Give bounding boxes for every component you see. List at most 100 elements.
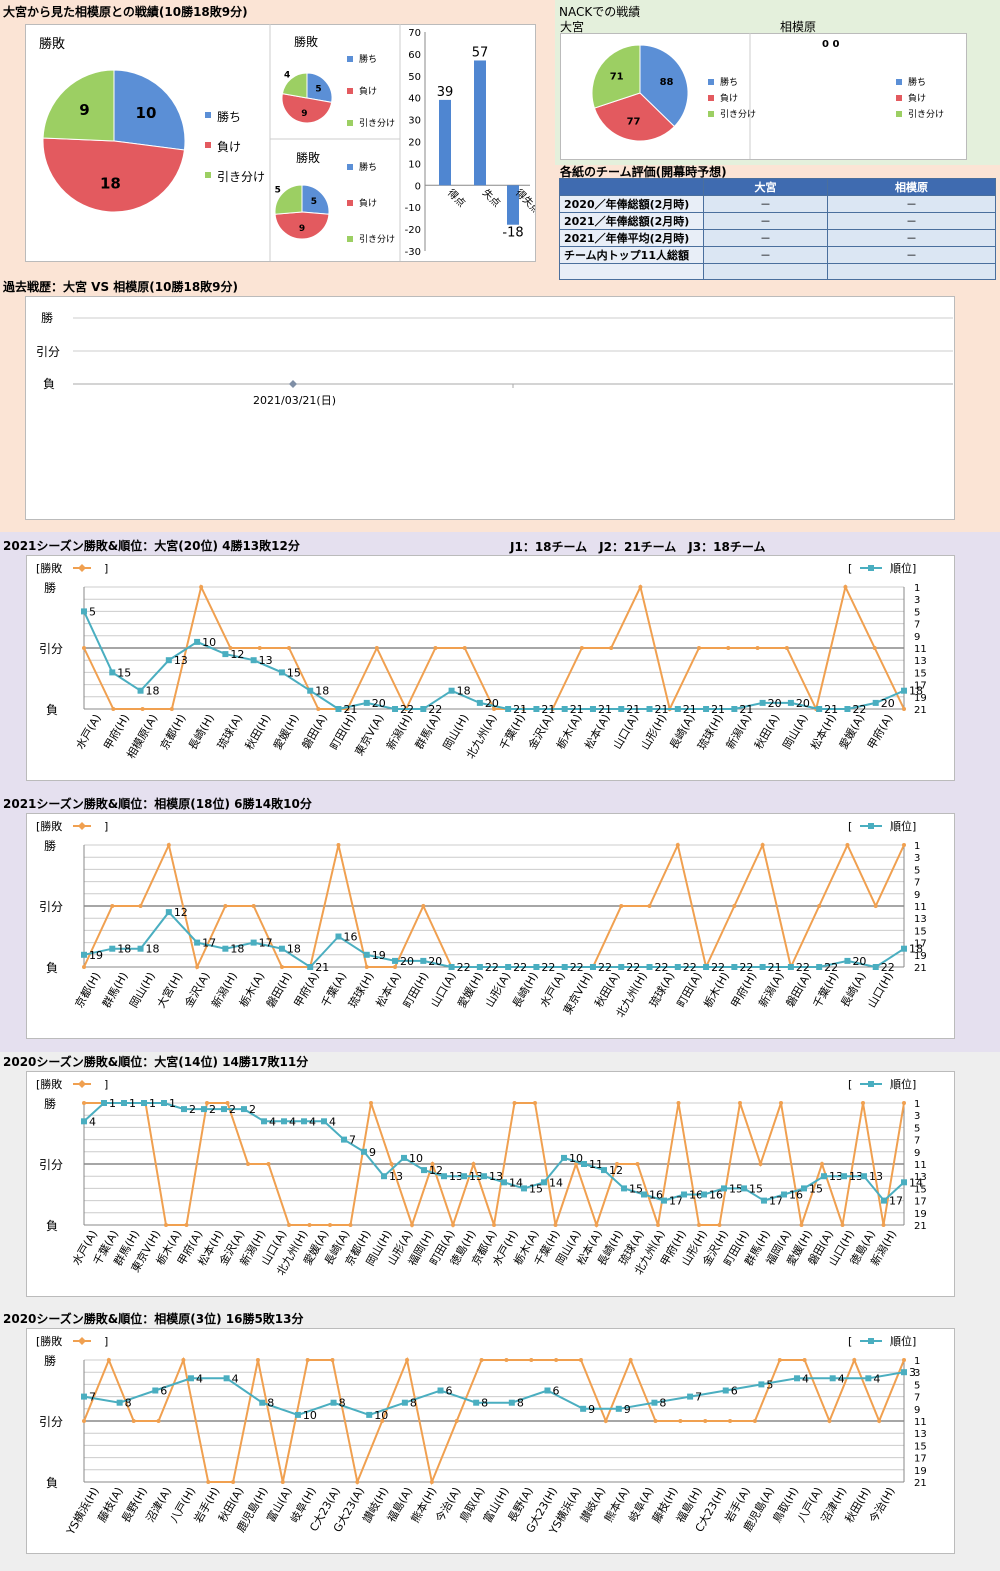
rank-line xyxy=(83,1371,905,1416)
rank-marker xyxy=(261,1118,267,1125)
result-marker xyxy=(553,1223,558,1227)
rank-tick-label: 13 xyxy=(914,1172,927,1183)
rank-marker xyxy=(278,669,285,676)
rank-marker xyxy=(81,608,87,615)
rank-data-label: 22 xyxy=(570,961,584,974)
rank-marker xyxy=(615,1405,622,1412)
goal-tick-label: 70 xyxy=(408,28,421,39)
rank-marker xyxy=(401,1399,408,1406)
rank-data-label: 16 xyxy=(343,931,357,944)
rank-line xyxy=(83,1102,905,1203)
rank-data-label: 21 xyxy=(513,703,527,716)
x-category-label: 愛媛(A) xyxy=(836,712,867,752)
rank-tick-label: 11 xyxy=(914,1160,927,1171)
result-marker xyxy=(492,1223,496,1227)
rank-marker xyxy=(222,945,229,952)
rank-data-label: 2 xyxy=(249,1103,256,1116)
eval-header-blank xyxy=(559,178,704,196)
x-category-label: 水戸(A) xyxy=(73,712,103,752)
rank-tick-label: 11 xyxy=(914,1417,927,1428)
eval-cell: － xyxy=(827,212,996,230)
x-category-label: 群馬(H) xyxy=(99,970,131,1011)
season-chart-title: 2020シーズン勝敗&順位：大宮(14位) 14勝17敗11分 xyxy=(3,1055,309,1069)
rank-marker xyxy=(194,939,201,946)
away-pie: 5 9 5 xyxy=(274,184,330,240)
x-category-label: 琉球(H) xyxy=(345,970,377,1011)
rank-data-label: 17 xyxy=(259,937,273,950)
rank-marker xyxy=(294,1411,301,1418)
rank-data-label: 2 xyxy=(229,1103,236,1116)
legend-swatch xyxy=(896,95,902,101)
rank-marker xyxy=(481,1173,487,1180)
legend-left-label: [勝敗 xyxy=(36,819,62,833)
rank-marker xyxy=(281,1118,287,1125)
rank-marker xyxy=(476,699,483,706)
legend-left-close: ] xyxy=(104,820,108,833)
rank-marker xyxy=(330,1399,337,1406)
rank-marker xyxy=(448,687,455,694)
rank-tick-label: 15 xyxy=(914,668,927,679)
rank-tick-label: 1 xyxy=(914,1356,920,1367)
rank-tick-label: 11 xyxy=(914,902,927,913)
rank-marker xyxy=(121,1100,127,1106)
result-marker xyxy=(389,1162,394,1166)
rank-data-label: 13 xyxy=(389,1170,403,1183)
rank-marker xyxy=(759,699,766,706)
result-marker xyxy=(873,904,878,908)
rank-data-label: 20 xyxy=(852,955,866,968)
legend-left-marker xyxy=(78,1080,86,1088)
x-category-label: 磐田(A) xyxy=(299,712,330,752)
rank-data-label: 13 xyxy=(174,654,188,667)
rank-data-label: 13 xyxy=(469,1170,483,1183)
rank-data-label: 22 xyxy=(655,961,669,974)
legend-swatch xyxy=(896,79,902,85)
rank-marker xyxy=(165,657,172,664)
legend-swatch xyxy=(205,142,211,148)
rank-data-label: 21 xyxy=(768,961,782,974)
result-marker xyxy=(728,1419,733,1423)
rank-marker xyxy=(187,1375,194,1382)
eval-cell: － xyxy=(703,212,828,230)
x-category-label: 町田(H) xyxy=(328,712,359,752)
x-category-label: 秋田(A) xyxy=(751,712,782,752)
result-marker xyxy=(410,1223,414,1227)
result-marker xyxy=(421,904,426,908)
pie-slice-label: 77 xyxy=(627,116,641,127)
rank-data-label: 2 xyxy=(209,1103,216,1116)
x-category-label: YS横浜(H) xyxy=(63,1485,102,1538)
rank-data-label: 8 xyxy=(267,1397,274,1410)
legend-left-label: [勝敗 xyxy=(36,561,62,575)
rank-tick-label: 19 xyxy=(914,693,927,704)
eval-cell: － xyxy=(703,229,828,247)
rank-data-label: 13 xyxy=(259,654,273,667)
rank-data-label: 18 xyxy=(287,943,301,956)
rank-tick-label: 7 xyxy=(914,620,920,631)
rank-tick-label: 13 xyxy=(914,656,927,667)
rank-marker xyxy=(307,964,314,970)
rank-data-label: 17 xyxy=(889,1195,903,1208)
rank-marker xyxy=(301,1118,307,1125)
result-marker xyxy=(615,1162,619,1166)
result-marker xyxy=(827,1419,832,1423)
rank-tick-label: 21 xyxy=(914,1221,927,1232)
rank-tick-label: 7 xyxy=(914,878,920,889)
rank-tick-label: 15 xyxy=(914,1441,927,1452)
rank-data-label: 22 xyxy=(881,961,895,974)
legend-swatch xyxy=(708,79,714,85)
x-category-label: 金沢(A) xyxy=(181,970,212,1010)
result-marker xyxy=(471,1162,476,1166)
rank-data-label: 22 xyxy=(541,961,555,974)
history-title: 過去戦歴：大宮 VS 相模原(10勝18敗9分) xyxy=(3,280,239,294)
result-marker xyxy=(872,646,877,650)
rank-tick-label: 3 xyxy=(914,1368,920,1379)
result-marker xyxy=(678,1419,683,1423)
legend-swatch xyxy=(708,111,714,117)
result-marker xyxy=(307,1223,312,1227)
rank-data-label: 20 xyxy=(881,697,895,710)
pie-slice-label: 10 xyxy=(136,104,157,122)
rank-data-label: 5 xyxy=(89,605,96,618)
rank-tick-label: 17 xyxy=(914,1454,927,1465)
legend-label: 勝ち xyxy=(359,161,377,173)
